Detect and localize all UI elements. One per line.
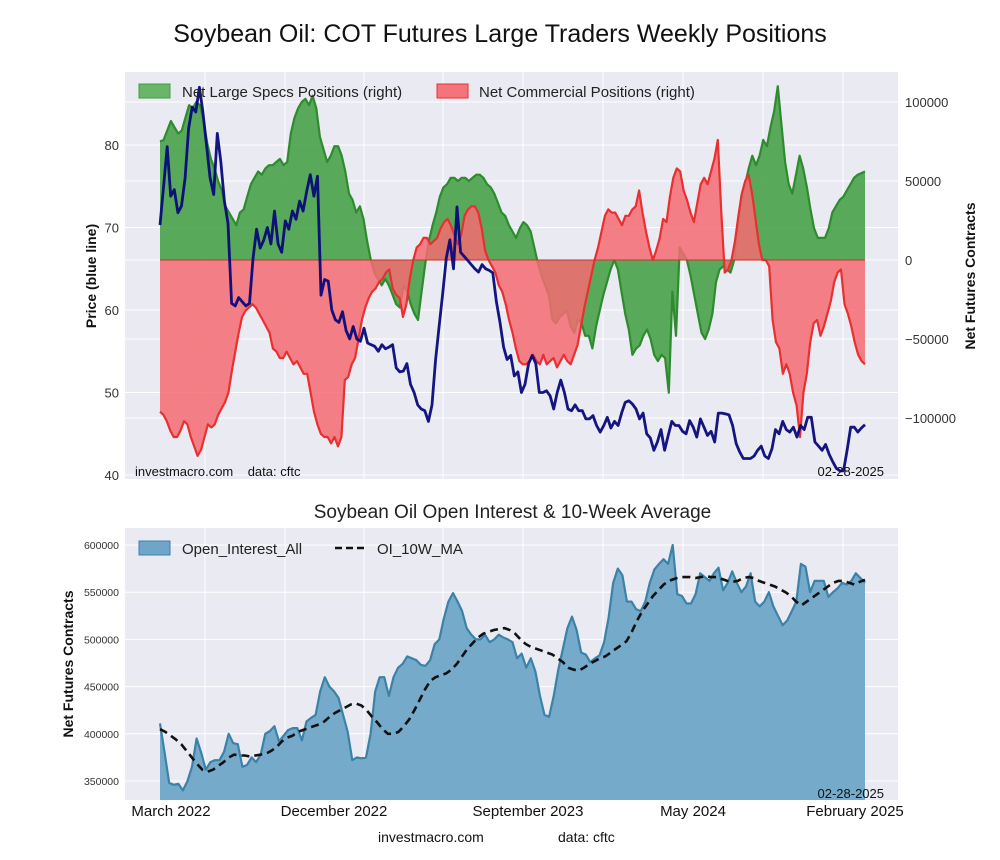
- main-title: Soybean Oil: COT Futures Large Traders W…: [173, 20, 827, 48]
- top-right-tick-label: 50000: [905, 174, 941, 189]
- top-chart: 40 50 60 70 80 −100000 −50000 0 50000 100000 Pri…: [83, 72, 978, 483]
- footer-site: investmacro.com: [378, 829, 484, 845]
- top-left-tick-label: 70: [105, 221, 119, 236]
- legend-swatch-oi: [138, 540, 171, 556]
- bottom-ticks: 350000 400000 450000 500000 550000 600000: [84, 540, 119, 788]
- price-line: [158, 85, 866, 473]
- top-left-tick-label: 60: [105, 303, 119, 318]
- top-right-tick-label: −100000: [905, 411, 956, 426]
- legend-swatch-commercial: [436, 83, 469, 99]
- top-right-tick-label: −50000: [905, 332, 949, 347]
- top-right-tick-label: 0: [905, 253, 912, 268]
- specs-area: [160, 86, 865, 393]
- bottom-chart: 350000 400000 450000 500000 550000 600000 Mar…: [60, 528, 904, 820]
- open-interest-area: [160, 545, 865, 800]
- x-tick-label: December 2022: [281, 803, 388, 820]
- bottom-y-tick-label: 600000: [84, 540, 119, 552]
- bottom-ma: [159, 574, 866, 773]
- commercial-area: [160, 139, 865, 456]
- bottom-date-note: 02-28-2025: [818, 786, 885, 801]
- legend-label-commercial: Net Commercial Positions (right): [479, 84, 695, 101]
- top-right-tick-label: 100000: [905, 95, 948, 110]
- top-areas: [159, 85, 866, 457]
- commercial-line: [159, 138, 866, 457]
- x-tick-label: March 2022: [131, 803, 210, 820]
- bottom-y-tick-label: 550000: [84, 587, 119, 599]
- footer-data: data: cftc: [558, 829, 615, 845]
- subtitle: Soybean Oil Open Interest & 10-Week Aver…: [313, 502, 712, 523]
- bottom-y-tick-label: 450000: [84, 682, 119, 694]
- bottom-area: [158, 543, 866, 800]
- x-tick-label: September 2023: [473, 803, 584, 820]
- top-ticks-right: −100000 −50000 0 50000 100000: [905, 95, 956, 426]
- top-left-tick-label: 50: [105, 386, 119, 401]
- legend-swatch-specs: [138, 83, 171, 99]
- bottom-legend: Open_Interest_All OI_10W_MA: [138, 540, 463, 558]
- ma-line: [159, 574, 866, 773]
- specs-line: [159, 85, 866, 394]
- bottom-y-tick-label: 350000: [84, 776, 119, 788]
- legend-label-oi: Open_Interest_All: [182, 541, 302, 558]
- open-interest-line: [158, 543, 866, 792]
- top-left-tick-label: 40: [105, 468, 119, 483]
- top-right-axis-label: Net Futures Contracts: [962, 202, 978, 349]
- top-legend: Net Large Specs Positions (right) Net Co…: [138, 83, 695, 101]
- top-date-note: 02-28-2025: [818, 464, 885, 479]
- bottom-y-tick-label: 500000: [84, 634, 119, 646]
- legend-label-ma: OI_10W_MA: [377, 541, 463, 558]
- bottom-axis-label: Net Futures Contracts: [60, 590, 76, 737]
- top-left-tick-label: 80: [105, 138, 119, 153]
- top-ticks-left: 40 50 60 70 80: [105, 138, 119, 483]
- x-tick-label: February 2025: [806, 803, 904, 820]
- bottom-xticks: March 2022 December 2022 September 2023 May…: [131, 803, 903, 820]
- bottom-y-tick-label: 400000: [84, 729, 119, 741]
- top-price: [158, 85, 866, 473]
- top-left-axis-label: Price (blue line): [83, 224, 99, 328]
- legend-label-specs: Net Large Specs Positions (right): [182, 84, 402, 101]
- x-tick-label: May 2024: [660, 803, 726, 820]
- top-source-note: investmacro.com data: cftc: [135, 464, 301, 479]
